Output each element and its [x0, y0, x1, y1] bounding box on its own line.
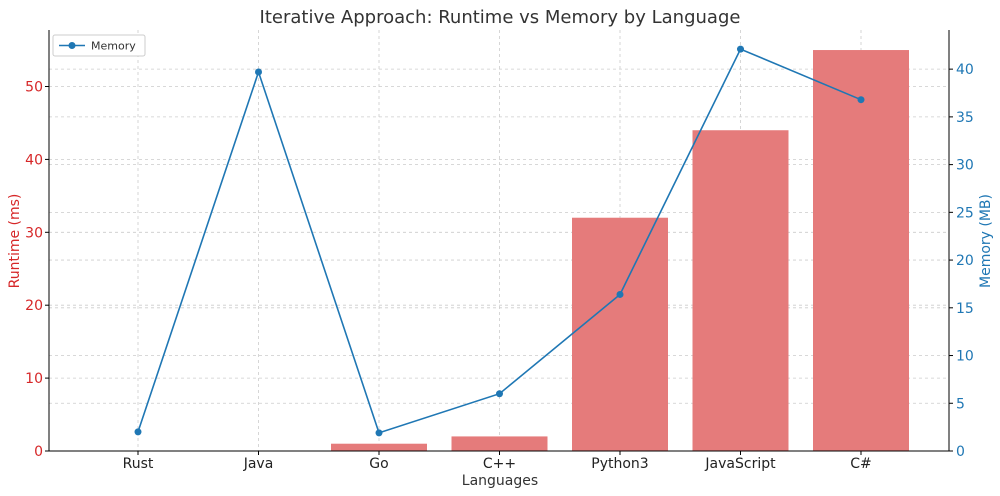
right-tick-label: 0: [956, 444, 965, 460]
left-tick-label: 20: [25, 298, 43, 314]
line-series: [134, 45, 865, 437]
memory-point-java: [255, 68, 262, 76]
bar-series: [331, 50, 909, 452]
left-tick-label: 40: [25, 152, 43, 168]
memory-point-go: [375, 429, 383, 437]
memory-point-c-: [496, 390, 503, 398]
memory-point-c-: [857, 96, 865, 104]
memory-point-rust: [134, 428, 142, 436]
legend: Memory: [52, 34, 146, 57]
x-tick-label: JavaScript: [704, 456, 776, 472]
right-axis-ticks: 0 5 10 15 20 25 30 35 40: [949, 62, 974, 460]
right-tick-label: 10: [956, 349, 974, 365]
legend-marker: [68, 42, 76, 49]
right-tick-label: 5: [956, 396, 965, 412]
right-tick-label: 35: [956, 110, 974, 126]
legend-label-memory: Memory: [91, 40, 136, 53]
left-tick-label: 30: [25, 225, 43, 241]
bar-python3: [572, 217, 668, 451]
left-axis-ticks: 0 10 20 30 40 50: [25, 79, 49, 460]
bar-javascript: [692, 130, 789, 451]
left-tick-label: 50: [25, 79, 43, 95]
memory-point-python3: [616, 290, 624, 298]
x-tick-label: C++: [483, 456, 516, 472]
bar-go: [331, 443, 427, 451]
x-tick-label: C#: [850, 456, 872, 472]
left-tick-label: 10: [25, 371, 43, 387]
memory-point-javascript: [737, 45, 744, 53]
right-tick-label: 30: [956, 158, 974, 174]
x-tick-label: Java: [243, 456, 274, 472]
chart-title: Iterative Approach: Runtime vs Memory by…: [260, 7, 741, 28]
right-tick-label: 40: [956, 62, 974, 78]
x-axis-label: Languages: [462, 473, 538, 489]
x-tick-label: Go: [369, 456, 388, 472]
x-axis-ticks: Rust Java Go C++ Python3 JavaScript C#: [123, 451, 872, 472]
left-axis-label: Runtime (ms): [7, 194, 23, 289]
legend-box: [52, 34, 146, 57]
right-axis-label: Memory (MB): [978, 194, 994, 288]
x-tick-label: Python3: [591, 456, 648, 472]
bar-c-: [451, 436, 548, 451]
x-tick-label: Rust: [123, 456, 154, 472]
right-tick-label: 20: [956, 253, 974, 269]
right-tick-label: 15: [956, 301, 974, 317]
right-tick-label: 25: [956, 205, 974, 221]
left-tick-label: 0: [34, 444, 43, 460]
bar-c-: [813, 50, 909, 452]
